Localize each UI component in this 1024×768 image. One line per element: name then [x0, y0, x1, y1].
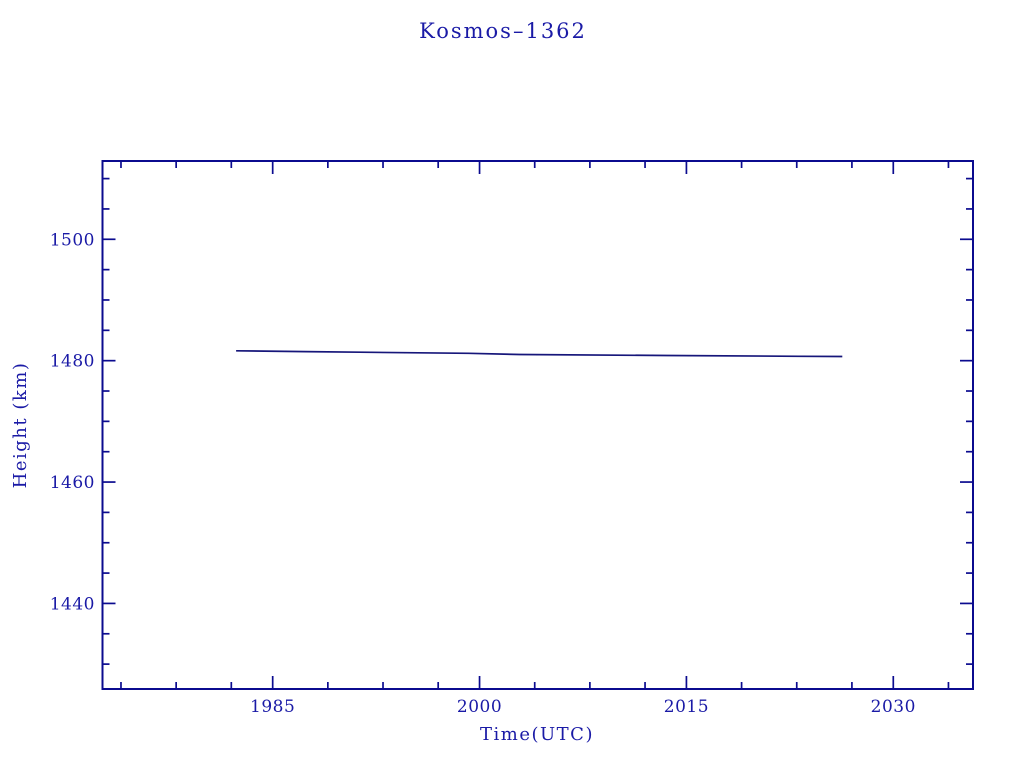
chart-title: Kosmos–1362: [419, 19, 587, 43]
x-tick-label: 2015: [664, 697, 709, 717]
y-tick-label: 1440: [50, 594, 95, 614]
x-tick-label: 1985: [250, 697, 295, 717]
y-axis-label: Height (km): [10, 362, 31, 489]
axes: 1985 2000 2015 2030 1440 1460 1480 1500: [50, 160, 974, 717]
y-tick-label: 1480: [50, 352, 95, 372]
x-tick-label: 2030: [871, 697, 916, 717]
plot-frame: [101, 160, 974, 690]
data-series: [236, 349, 843, 358]
y-tick-label: 1500: [50, 230, 95, 250]
y-tick-label: 1460: [50, 473, 95, 493]
x-axis-label: Time(UTC): [480, 724, 594, 745]
height-data-line: [236, 349, 843, 358]
x-tick-label: 2000: [457, 697, 502, 717]
